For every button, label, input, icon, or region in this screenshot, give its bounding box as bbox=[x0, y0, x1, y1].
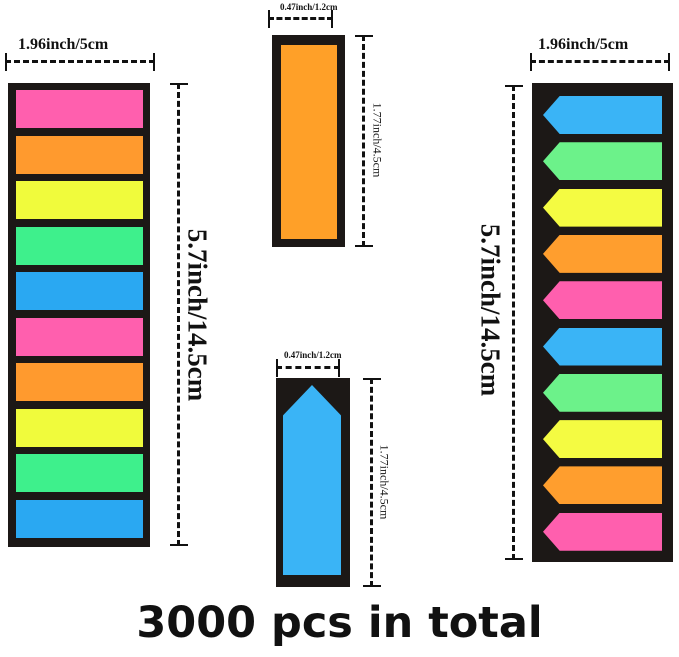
sticky-flag bbox=[16, 454, 143, 492]
sticky-flag bbox=[16, 363, 143, 401]
sticky-flag bbox=[16, 90, 143, 128]
middle-bottom-width-label: 0.47inch/1.2cm bbox=[284, 350, 342, 360]
arrow-flag bbox=[543, 420, 662, 459]
right-width-label: 1.96inch/5cm bbox=[538, 36, 629, 53]
middle-top-width-label: 0.47inch/1.2cm bbox=[280, 2, 338, 12]
left-width-dimension bbox=[5, 53, 155, 71]
arrow-flag bbox=[543, 466, 662, 505]
sticky-flag bbox=[16, 408, 143, 447]
middle-top-height-dimension bbox=[355, 35, 373, 247]
orange-flag bbox=[281, 45, 337, 239]
right-arrow-strip bbox=[532, 83, 673, 562]
arrow-flag bbox=[543, 142, 662, 181]
sticky-flag bbox=[16, 499, 143, 538]
middle-bottom-width-dimension bbox=[276, 359, 340, 377]
right-width-dimension bbox=[530, 53, 670, 71]
total-count-caption: 3000 pcs in total bbox=[136, 598, 543, 648]
arrow-flag bbox=[543, 281, 662, 320]
middle-bottom-height-dimension bbox=[363, 378, 381, 587]
arrow-flag bbox=[543, 512, 662, 551]
left-height-dimension bbox=[170, 83, 188, 546]
arrow-flag bbox=[543, 96, 662, 134]
arrow-flag bbox=[543, 327, 662, 366]
sticky-flag bbox=[16, 226, 143, 265]
blue-arrow-flag bbox=[283, 385, 341, 575]
sticky-flag bbox=[16, 272, 143, 310]
middle-top-width-dimension bbox=[268, 10, 333, 28]
middle-bottom-holder bbox=[276, 378, 350, 587]
sticky-flag bbox=[16, 181, 143, 219]
sticky-flag bbox=[16, 317, 143, 356]
left-flag-strip bbox=[8, 83, 150, 547]
middle-top-holder bbox=[272, 35, 345, 247]
arrow-flag bbox=[543, 234, 662, 273]
arrow-flag bbox=[543, 188, 662, 227]
middle-top-height-label: 1.77inch/4.5cm bbox=[370, 102, 385, 178]
middle-bottom-height-label: 1.77inch/4.5cm bbox=[377, 444, 392, 520]
sticky-flag bbox=[16, 135, 143, 174]
right-height-label: 5.7inch/14.5cm bbox=[475, 223, 506, 397]
arrow-flag bbox=[543, 373, 662, 412]
left-height-label: 5.7inch/14.5cm bbox=[182, 228, 213, 402]
right-height-dimension bbox=[505, 85, 523, 560]
left-width-label: 1.96inch/5cm bbox=[18, 36, 109, 53]
